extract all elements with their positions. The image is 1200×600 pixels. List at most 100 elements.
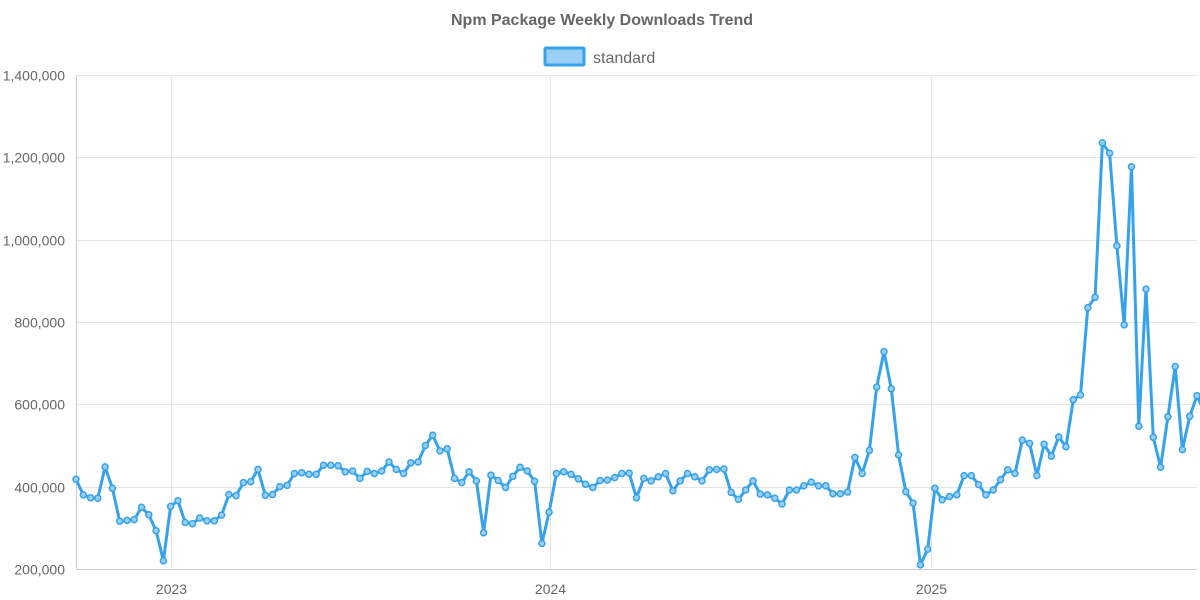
data-point[interactable] xyxy=(683,469,692,478)
data-point[interactable] xyxy=(829,489,837,498)
data-point[interactable] xyxy=(246,477,255,486)
data-point[interactable] xyxy=(348,467,357,475)
data-point[interactable] xyxy=(967,471,976,480)
data-point[interactable] xyxy=(1025,439,1034,448)
data-point[interactable] xyxy=(436,447,444,455)
data-point[interactable] xyxy=(902,487,910,496)
data-point[interactable] xyxy=(72,475,80,484)
data-point[interactable] xyxy=(734,495,743,504)
data-point[interactable] xyxy=(945,492,954,501)
data-point[interactable] xyxy=(1033,471,1041,480)
data-point[interactable] xyxy=(479,529,488,537)
data-point[interactable] xyxy=(887,384,896,393)
data-point[interactable] xyxy=(1040,440,1048,449)
data-point[interactable] xyxy=(363,467,371,476)
data-point[interactable] xyxy=(501,483,510,492)
data-point[interactable] xyxy=(1149,433,1158,442)
data-point[interactable] xyxy=(1011,469,1019,478)
data-point[interactable] xyxy=(690,473,699,481)
data-point[interactable] xyxy=(923,545,932,553)
data-point[interactable] xyxy=(749,477,757,485)
data-point[interactable] xyxy=(741,486,750,494)
data-point[interactable] xyxy=(953,491,961,499)
data-point[interactable] xyxy=(472,477,481,485)
data-point[interactable] xyxy=(115,517,124,525)
data-point[interactable] xyxy=(1164,412,1172,421)
data-point[interactable] xyxy=(327,461,335,470)
data-point[interactable] xyxy=(407,459,415,467)
data-point[interactable] xyxy=(596,476,604,485)
data-point[interactable] xyxy=(225,490,233,499)
data-point[interactable] xyxy=(1018,436,1027,444)
data-point[interactable] xyxy=(545,508,553,516)
data-point[interactable] xyxy=(101,463,109,471)
data-point[interactable] xyxy=(720,465,728,473)
data-point[interactable] xyxy=(618,469,626,478)
data-point[interactable] xyxy=(851,453,859,462)
data-point[interactable] xyxy=(567,470,575,479)
data-point[interactable] xyxy=(261,491,270,500)
data-point[interactable] xyxy=(763,491,772,499)
data-point[interactable] xyxy=(428,431,437,439)
data-point[interactable] xyxy=(94,494,102,502)
data-point[interactable] xyxy=(516,463,524,472)
data-point[interactable] xyxy=(174,496,182,505)
data-point[interactable] xyxy=(283,481,291,490)
data-point[interactable] xyxy=(254,465,262,474)
data-point[interactable] xyxy=(487,471,495,479)
data-point[interactable] xyxy=(916,561,925,569)
data-point[interactable] xyxy=(334,461,342,470)
data-point[interactable] xyxy=(1062,442,1070,451)
data-point[interactable] xyxy=(625,469,633,477)
data-point[interactable] xyxy=(603,476,612,484)
data-point[interactable] xyxy=(210,517,219,525)
data-point[interactable] xyxy=(938,496,946,504)
data-point[interactable] xyxy=(1003,466,1012,474)
data-point[interactable] xyxy=(574,475,583,483)
data-point[interactable] xyxy=(661,469,670,478)
data-point[interactable] xyxy=(443,445,451,453)
data-point[interactable] xyxy=(1185,412,1194,421)
data-point[interactable] xyxy=(858,469,866,478)
data-point[interactable] xyxy=(1113,242,1121,250)
data-point[interactable] xyxy=(589,483,597,492)
data-point[interactable] xyxy=(647,477,655,485)
data-point[interactable] xyxy=(610,473,619,482)
data-point[interactable] xyxy=(698,477,706,485)
data-point[interactable] xyxy=(145,510,153,519)
data-point[interactable] xyxy=(1193,391,1200,400)
data-point[interactable] xyxy=(108,484,117,493)
data-point[interactable] xyxy=(1076,391,1085,399)
data-point[interactable] xyxy=(785,486,794,494)
data-point[interactable] xyxy=(356,474,364,483)
data-point[interactable] xyxy=(385,458,393,466)
data-point[interactable] xyxy=(771,494,779,502)
data-point[interactable] xyxy=(1142,285,1150,293)
data-point[interactable] xyxy=(166,502,175,511)
data-point[interactable] xyxy=(297,468,306,477)
data-point[interactable] xyxy=(632,494,641,502)
legend[interactable]: standard xyxy=(543,46,655,67)
data-point[interactable] xyxy=(800,482,808,490)
data-point[interactable] xyxy=(268,490,277,499)
data-point[interactable] xyxy=(1091,293,1099,302)
data-point[interactable] xyxy=(807,478,815,486)
data-point[interactable] xyxy=(654,473,663,481)
data-point[interactable] xyxy=(552,469,561,478)
data-point[interactable] xyxy=(290,469,299,478)
data-point[interactable] xyxy=(1178,445,1187,454)
data-point[interactable] xyxy=(1098,139,1107,147)
data-point[interactable] xyxy=(712,465,721,474)
data-point[interactable] xyxy=(974,480,983,489)
data-point[interactable] xyxy=(559,468,568,476)
data-point[interactable] xyxy=(370,469,379,478)
data-point[interactable] xyxy=(822,482,830,490)
data-point[interactable] xyxy=(705,466,714,474)
data-point[interactable] xyxy=(814,482,823,490)
data-point[interactable] xyxy=(399,469,408,478)
data-point[interactable] xyxy=(1171,362,1179,371)
data-point[interactable] xyxy=(1054,433,1063,441)
data-point[interactable] xyxy=(756,490,764,498)
data-point[interactable] xyxy=(1105,149,1114,157)
data-point[interactable] xyxy=(152,526,160,535)
